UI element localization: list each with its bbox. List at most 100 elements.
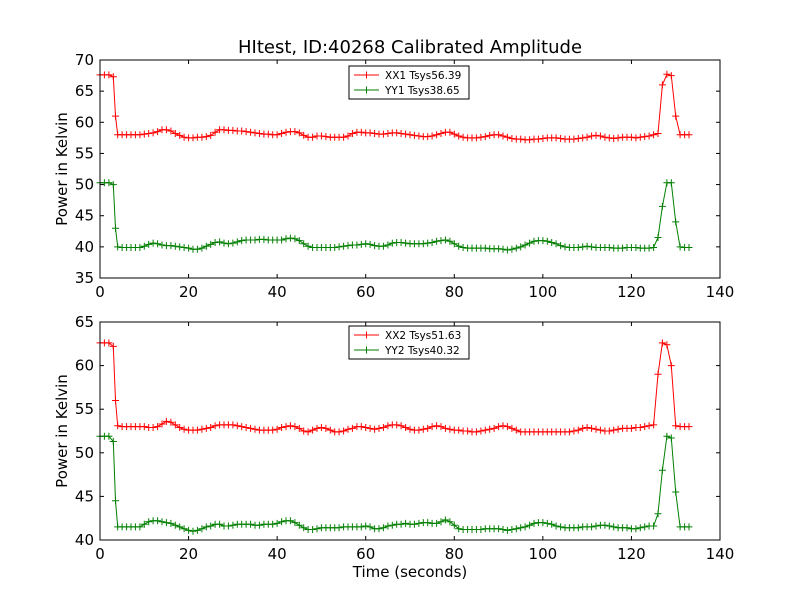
data-point — [393, 129, 401, 137]
y-axis-label: Power in Kelvin — [53, 112, 71, 226]
data-point — [162, 417, 170, 425]
data-point — [145, 518, 153, 526]
x-tick-label: 60 — [356, 283, 375, 301]
data-point — [140, 130, 148, 138]
data-point — [539, 237, 547, 245]
data-point — [171, 242, 179, 250]
data-point — [650, 522, 658, 530]
data-point — [481, 133, 489, 141]
y-tick-label: 55 — [75, 400, 94, 418]
data-point — [348, 424, 356, 432]
data-point — [366, 240, 374, 248]
data-point — [503, 133, 511, 141]
data-point — [650, 244, 658, 251]
data-point — [105, 179, 113, 187]
data-point — [481, 244, 489, 252]
data-point — [278, 424, 286, 431]
data-point — [140, 423, 148, 431]
data-point — [402, 130, 410, 138]
data-point — [393, 421, 401, 429]
data-point — [508, 424, 516, 432]
data-point — [251, 129, 259, 137]
x-tick-label: 0 — [95, 283, 105, 301]
data-point — [260, 235, 268, 243]
data-point — [472, 134, 480, 142]
data-point — [526, 239, 534, 247]
data-point — [211, 239, 219, 246]
data-point — [322, 424, 330, 432]
data-point — [459, 133, 467, 141]
data-point — [154, 423, 162, 431]
data-point — [486, 425, 494, 433]
data-point — [273, 425, 281, 433]
data-point — [344, 132, 352, 140]
data-point — [557, 242, 565, 250]
data-point — [650, 131, 658, 139]
data-point — [650, 421, 658, 429]
x-tick-label: 20 — [179, 545, 198, 563]
data-point — [402, 239, 410, 247]
x-tick-label: 120 — [617, 545, 646, 563]
data-point — [211, 422, 219, 430]
x-tick-label: 80 — [445, 283, 464, 301]
data-point — [295, 424, 303, 432]
axes-frame — [99, 321, 721, 541]
data-point — [379, 130, 387, 138]
data-point — [176, 243, 184, 251]
data-point — [517, 243, 525, 251]
data-point — [340, 242, 348, 250]
data-point — [672, 112, 680, 120]
legend-marker-1 — [363, 346, 370, 354]
data-point — [251, 236, 259, 244]
data-point — [136, 523, 144, 531]
legend: XX2 Tsys51.63 YY2 Tsys40.32 — [348, 325, 470, 360]
data-point — [331, 244, 339, 251]
data-point — [574, 244, 582, 251]
y-tick-label: 60 — [75, 113, 94, 131]
data-point — [224, 522, 232, 530]
y-tick-label: 70 — [75, 51, 94, 69]
data-point — [247, 424, 255, 432]
data-point — [610, 523, 618, 531]
data-point — [499, 526, 507, 533]
data-point — [663, 341, 671, 349]
data-point — [605, 244, 613, 251]
data-point — [167, 519, 175, 527]
data-point — [176, 523, 184, 531]
data-point — [348, 130, 356, 137]
data-point — [455, 525, 463, 533]
data-point — [193, 526, 201, 534]
axes-frame — [99, 59, 721, 279]
data-point — [340, 133, 348, 141]
data-point — [193, 245, 201, 253]
y-tick-label: 45 — [75, 207, 94, 225]
data-point — [158, 518, 166, 526]
data-point — [588, 243, 596, 251]
data-point — [486, 131, 494, 139]
data-point — [229, 421, 237, 429]
data-point — [105, 339, 113, 347]
data-point — [300, 524, 308, 532]
data-point — [441, 424, 449, 432]
data-point — [441, 236, 449, 244]
data-point — [291, 128, 299, 136]
data-point — [198, 525, 206, 533]
data-point — [685, 244, 693, 251]
series-markers-1-0 — [96, 339, 693, 436]
data-point — [300, 427, 308, 435]
data-point — [517, 524, 525, 532]
data-point — [406, 131, 414, 139]
data-point — [685, 523, 693, 531]
x-tick-label: 120 — [617, 283, 646, 301]
data-point — [636, 524, 644, 532]
data-point — [623, 524, 631, 532]
data-point — [282, 423, 290, 431]
data-point — [335, 428, 343, 436]
data-point — [464, 427, 472, 435]
data-point — [574, 135, 582, 142]
data-point — [685, 423, 693, 431]
data-point — [362, 424, 370, 431]
data-point — [366, 129, 374, 137]
data-point — [663, 432, 671, 440]
